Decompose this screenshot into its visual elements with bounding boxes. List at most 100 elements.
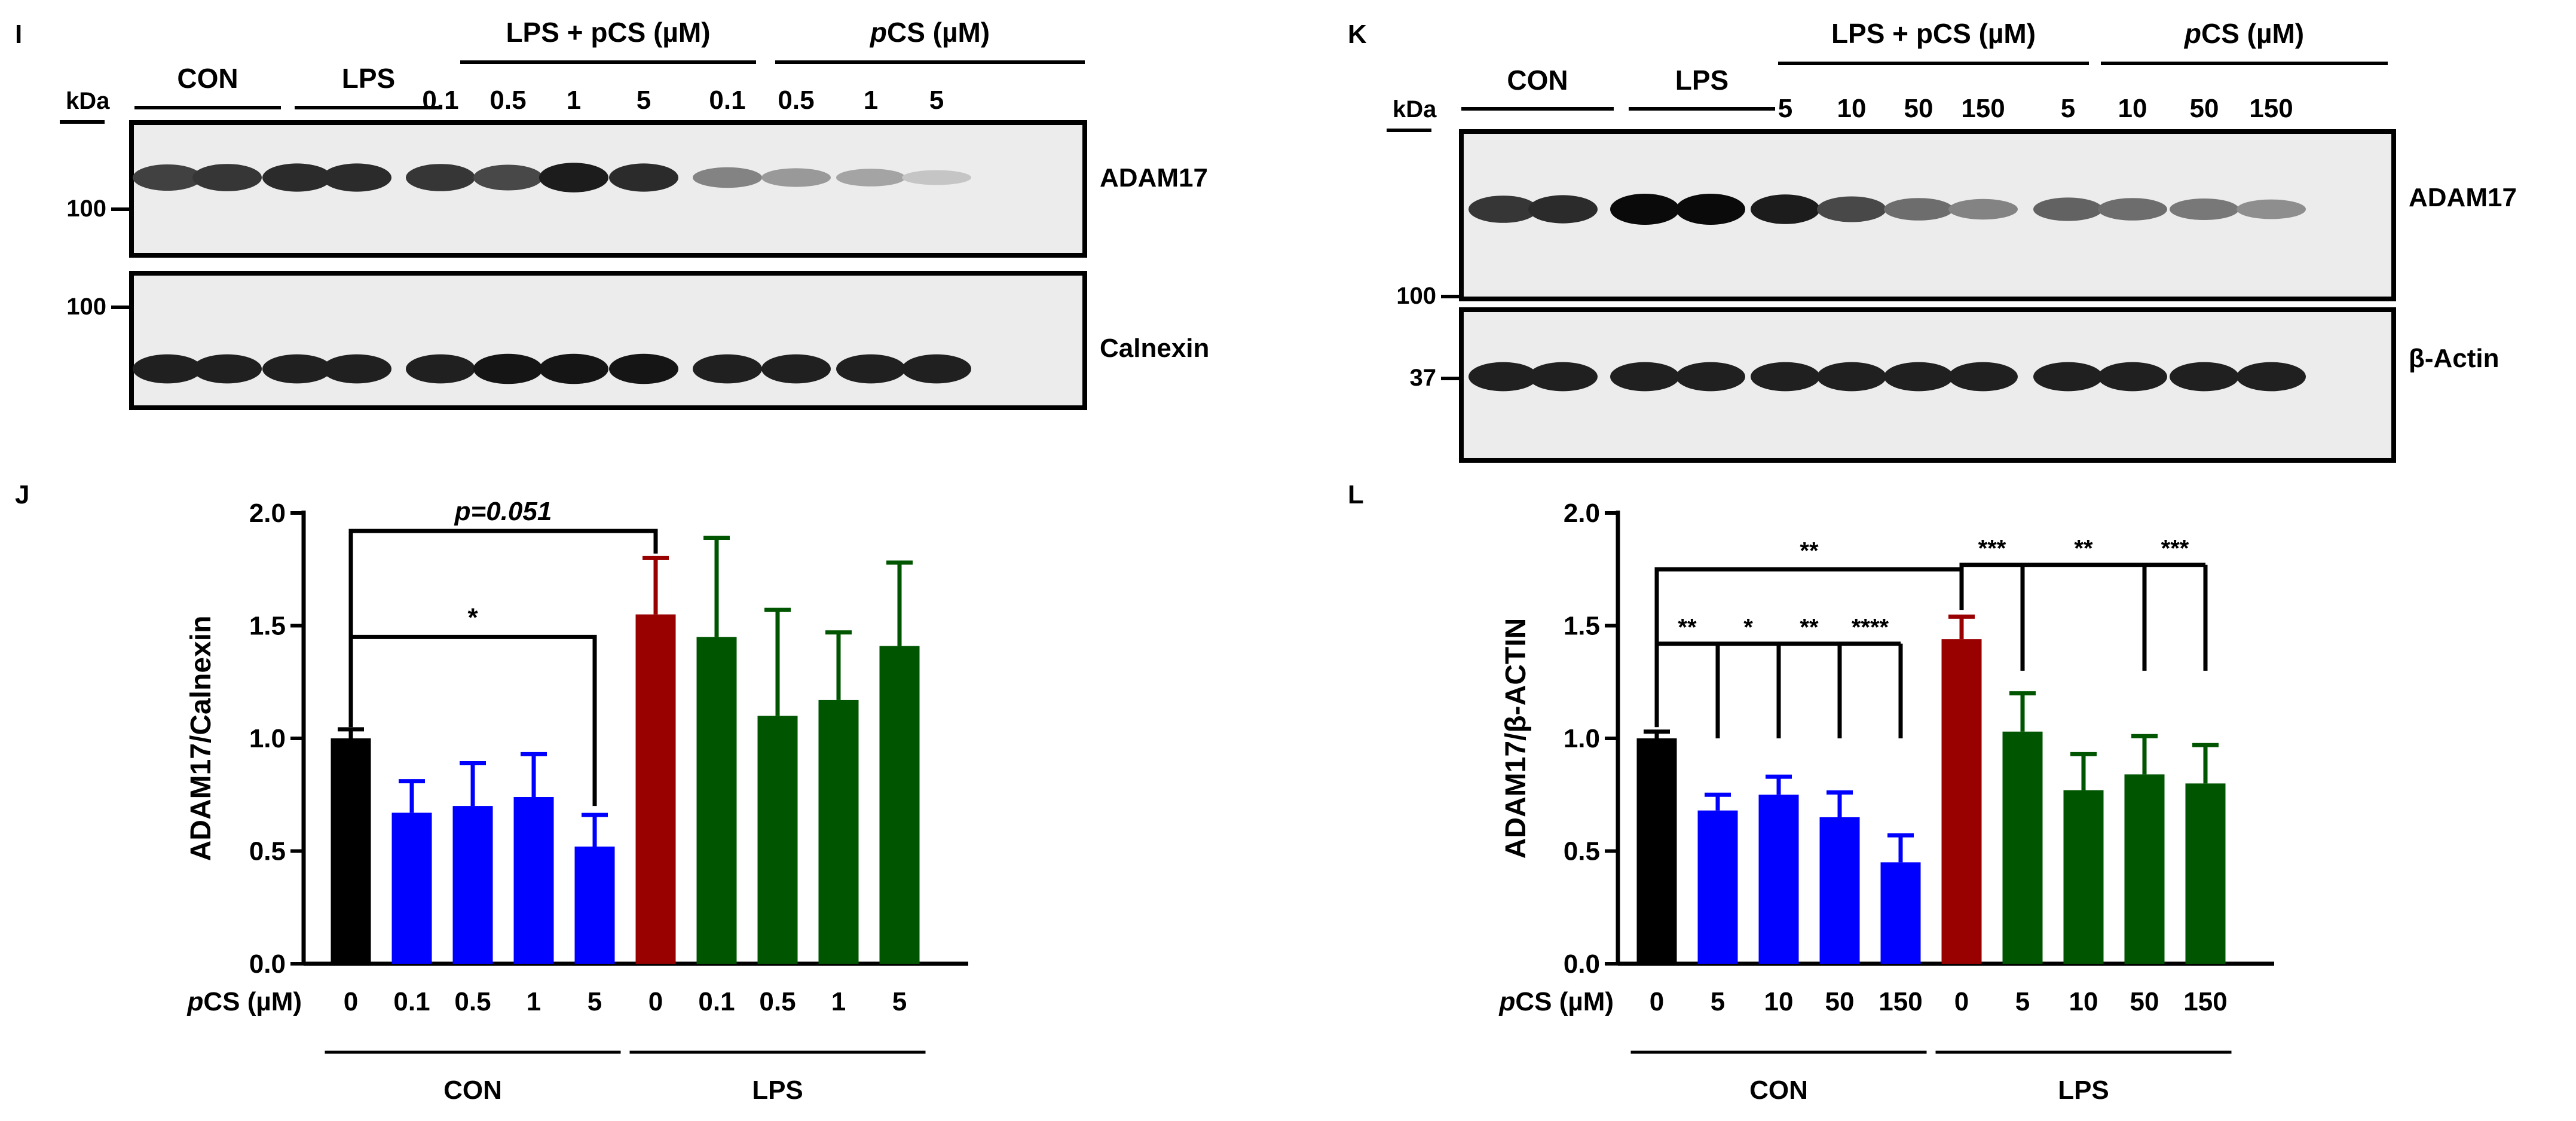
blot-band [2170,198,2239,220]
significance-label: p=0.051 [454,497,552,526]
lane-label: 0.5 [489,85,526,115]
blot-band [1884,362,1953,392]
lane-label: 1 [864,85,878,115]
x-tick-label: 5 [2015,987,2030,1016]
bar [1880,862,1921,964]
blot-band [2098,198,2167,221]
y-axis-title: ADAM17/Calnexin [185,616,217,862]
significance-label: ** [1800,537,1819,564]
blot-band [262,354,332,384]
blot-band [761,168,831,187]
bar [1636,738,1677,964]
blot-band [1528,195,1598,224]
lane-label: 5 [1778,94,1792,123]
group-label-italic: p [869,17,887,48]
blot-band [1610,194,1679,225]
significance-bracket [348,529,658,728]
blot-protein-label: Calnexin [1100,334,1209,363]
bar [757,716,798,964]
panel-l-bar-chart: L 0.0 0.5 1.0 1.5 2.0 ADAM17/β-ACTIN 0 5 10 50 150 0… [1348,480,2274,1105]
lane-label: 50 [1904,94,1933,123]
lane-label: 10 [2118,94,2147,123]
marker-label: 37 [1410,365,1437,391]
bar [1697,810,1738,964]
blot-frame [129,271,1087,410]
lane-label: 0.1 [709,85,745,115]
bar [696,637,737,964]
blot-band [1817,196,1886,222]
y-tick-label: 0.0 [249,949,286,979]
bar [574,846,615,964]
blot-band [1610,362,1679,392]
x-tick-label: 0.5 [759,987,796,1016]
blot-protein-label: ADAM17 [2409,183,2517,212]
significance-label: *** [1978,536,2006,562]
blot-band [836,169,905,187]
x-tick-label: 0 [344,987,358,1016]
blot-band [1751,194,1820,224]
x-tick-label: 1 [527,987,541,1016]
significance-label: * [1743,615,1753,641]
bar [2185,783,2226,964]
blot-band [406,354,475,384]
y-tick-label: 1.0 [249,724,286,753]
blot-band [192,354,262,384]
significance-bracket [1959,563,2205,608]
blot-band [406,164,475,191]
x-tick-label: 50 [1825,987,1855,1016]
y-tick-label: 0.5 [249,837,286,866]
x-axis-prefix-italic: p [1498,987,1515,1016]
blot-band [1528,362,1598,392]
group-label: CON [1507,65,1568,96]
group-label: CON [177,63,238,94]
lane-label: 5 [637,85,651,115]
marker-label: 100 [66,294,106,320]
lane-label: 150 [2249,94,2293,123]
group-label-rest: CS (µM) [2201,18,2304,49]
bar [879,646,920,964]
x-tick-label: 150 [2183,987,2227,1016]
x-tick-label: 150 [1879,987,1922,1016]
group-label-rest: CS (µM) [887,17,990,48]
x-tick-label: 5 [588,987,602,1016]
bar [452,806,493,964]
x-axis-prefix-italic: p [186,987,203,1016]
group-label: pCS (µM) [869,17,990,48]
blot-band [2098,362,2167,392]
lane-label: 5 [2061,94,2075,123]
blot-band [609,163,678,192]
group-label: LPS [342,63,395,94]
blot-band [2170,362,2239,392]
blot-band [693,167,762,188]
significance-bracket [1654,567,1964,728]
blot-band [322,354,391,384]
group-label: LPS + pCS (µM) [1831,18,2036,49]
x-tick-label: 1 [831,987,846,1016]
bar [513,797,554,964]
kda-label: kDa [1393,96,1437,123]
significance-label: * [467,603,478,632]
x-tick-label: 0 [1650,987,1664,1016]
blot-band [1817,362,1886,392]
x-tick-label: 0.5 [454,987,491,1016]
group-label: LPS + pCS (µM) [506,17,710,48]
group-label: pCS (µM) [2183,18,2304,49]
blot-band [473,353,543,384]
blot-band [1468,196,1538,223]
bar [635,614,676,964]
blot-band [609,353,678,384]
bar [2063,790,2104,964]
x-tick-label: 0.1 [393,987,430,1016]
blot-band [836,354,905,384]
panel-j-bar-chart: J 0.0 0.5 1.0 1.5 2.0 ADAM17/Calnexin 0 0.1 0.5 1 5… [15,480,968,1105]
blot-band [1468,362,1538,392]
blot-band [2237,362,2306,392]
significance-label: ** [1678,615,1697,641]
x-tick-label: 0 [648,987,663,1016]
y-tick-label: 0.0 [1564,949,1600,979]
significance-bracket [1654,642,1901,728]
significance-label: *** [2161,536,2189,562]
